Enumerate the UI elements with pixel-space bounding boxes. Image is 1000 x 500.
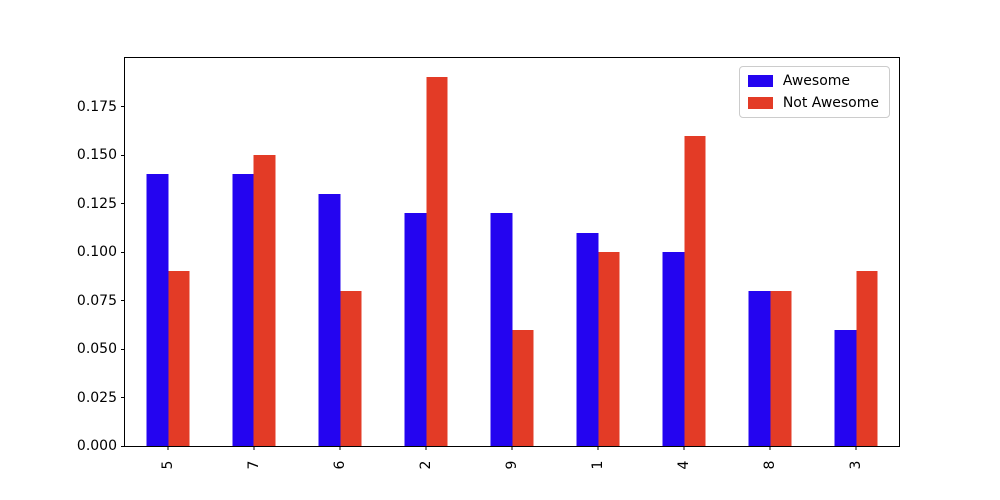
x-tick-mark (511, 446, 513, 450)
bar-group (404, 77, 448, 446)
bar-awesome (146, 174, 168, 446)
bar-not-awesome (340, 290, 362, 446)
legend-label: Not Awesome (782, 95, 879, 111)
y-tick-mark (121, 300, 125, 301)
bar-not-awesome (426, 77, 448, 446)
bar-awesome (748, 290, 770, 446)
legend-swatch (747, 97, 773, 109)
bar-group (146, 174, 190, 446)
x-tick-label: 4 (676, 460, 692, 470)
y-tick-label: 0.125 (76, 195, 117, 212)
x-tick-mark (167, 446, 169, 450)
x-tick-mark (597, 446, 599, 450)
bar-not-awesome (684, 135, 706, 446)
x-tick-mark (253, 446, 255, 450)
x-tick-label: 5 (160, 460, 176, 470)
x-tick-label: 7 (245, 460, 262, 470)
bar-group (232, 155, 276, 446)
y-tick-mark (121, 154, 125, 156)
x-tick-mark (855, 446, 857, 450)
x-tick-label: 9 (504, 460, 520, 470)
y-tick-label: 0.075 (76, 292, 117, 309)
bar-group (576, 232, 620, 446)
y-tick-mark (121, 397, 125, 398)
bar-group (318, 193, 362, 446)
y-tick-label: 0.000 (76, 438, 117, 454)
bar-awesome (662, 252, 684, 446)
x-tick-mark (769, 446, 771, 450)
y-tick-label: 0.175 (76, 98, 117, 115)
bars-layer (125, 58, 899, 446)
y-tick-mark (121, 106, 125, 107)
y-tick-label: 0.025 (76, 389, 117, 406)
ticks-layer: 0.000 0.025 0.050 0.075 0.100 0.125 0.150 0.175… (77, 58, 899, 470)
bar-not-awesome (856, 271, 878, 446)
x-tick-label: 3 (848, 460, 864, 470)
bar-awesome (834, 329, 856, 446)
y-tick-mark (121, 203, 125, 204)
bar-awesome (576, 232, 598, 446)
legend: Awesome Not Awesome (738, 66, 890, 118)
y-tick-mark (121, 251, 125, 253)
x-tick-mark (683, 446, 685, 450)
y-tick-mark (121, 348, 125, 350)
y-tick-label: 0.150 (76, 147, 117, 163)
bar-not-awesome (512, 329, 534, 446)
bar-group (834, 271, 878, 446)
bar-not-awesome (770, 290, 792, 446)
x-tick-mark (425, 446, 427, 450)
legend-swatch (747, 75, 773, 87)
bar-not-awesome (168, 271, 190, 446)
bar-group (490, 213, 534, 446)
x-tick-label: 2 (418, 460, 434, 470)
bar-group (748, 290, 792, 446)
x-tick-label: 6 (332, 460, 348, 470)
bar-group (662, 135, 706, 446)
y-tick-mark (121, 445, 125, 447)
x-tick-mark (339, 446, 341, 450)
legend-item: Awesome (747, 73, 879, 89)
x-tick-label: 1 (590, 460, 606, 470)
plot-area: 0.000 0.025 0.050 0.075 0.100 0.125 0.150 0.175… (77, 57, 900, 470)
legend-label: Awesome (782, 73, 851, 89)
y-tick-label: 0.050 (76, 341, 117, 357)
bar-awesome (404, 213, 426, 446)
bar-not-awesome (598, 252, 620, 446)
bar-awesome (232, 174, 254, 446)
bar-not-awesome (253, 155, 276, 446)
x-tick-label: 8 (762, 460, 778, 470)
y-tick-label: 0.100 (76, 244, 117, 260)
bar-awesome (318, 193, 340, 446)
legend-item: Not Awesome (747, 95, 879, 111)
bar-awesome (490, 213, 512, 446)
